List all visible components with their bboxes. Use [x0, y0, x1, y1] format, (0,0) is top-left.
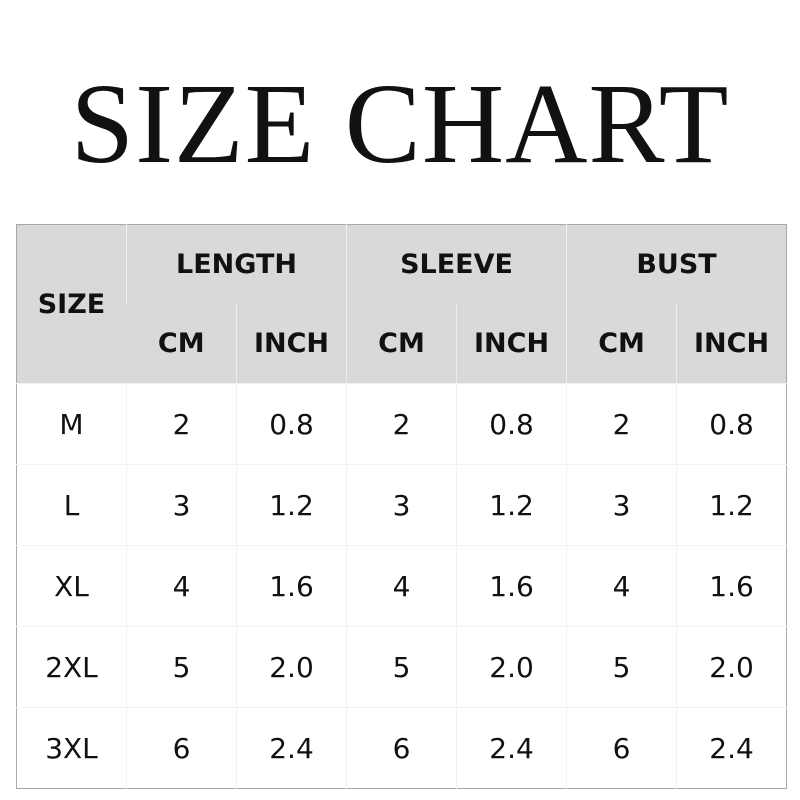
size-cell: M [16, 383, 127, 465]
value-cell: 6 [126, 707, 237, 789]
table-row: M 2 0.8 2 0.8 2 0.8 [16, 383, 787, 465]
size-cell: 2XL [16, 626, 127, 708]
size-cell: XL [16, 545, 127, 627]
value-cell: 2 [126, 383, 237, 465]
unit-header: CM [566, 304, 677, 384]
value-cell: 4 [126, 545, 237, 627]
unit-header: INCH [235, 304, 347, 384]
value-cell: 6 [566, 707, 677, 789]
value-cell: 5 [566, 626, 677, 708]
unit-header: CM [126, 304, 237, 384]
unit-header: INCH [676, 304, 787, 384]
page-title: SIZE CHART [70, 60, 730, 187]
value-cell: 5 [346, 626, 457, 708]
group-header-bust: BUST [566, 224, 787, 304]
group-header-sleeve: SLEEVE [346, 224, 567, 304]
value-cell: 3 [566, 464, 677, 546]
table-row: 3XL 6 2.4 6 2.4 6 2.4 [16, 707, 787, 789]
value-cell: 0.8 [676, 383, 787, 465]
size-cell: L [16, 464, 127, 546]
value-cell: 2 [346, 383, 457, 465]
table-row: L 3 1.2 3 1.2 3 1.2 [16, 464, 787, 546]
value-cell: 1.6 [456, 545, 567, 627]
unit-header: CM [346, 304, 457, 384]
value-cell: 2.0 [456, 626, 567, 708]
value-cell: 3 [346, 464, 457, 546]
value-cell: 3 [126, 464, 237, 546]
header-row-units: CM INCH CM INCH CM INCH [17, 304, 787, 384]
value-cell: 0.8 [456, 383, 567, 465]
value-cell: 1.2 [456, 464, 567, 546]
value-cell: 1.2 [235, 464, 347, 546]
value-cell: 6 [346, 707, 457, 789]
size-header: SIZE [16, 224, 127, 384]
table-row: XL 4 1.6 4 1.6 4 1.6 [16, 545, 787, 627]
size-cell: 3XL [16, 707, 127, 789]
value-cell: 1.2 [676, 464, 787, 546]
unit-header: INCH [456, 304, 567, 384]
value-cell: 2.4 [456, 707, 567, 789]
table-row: 2XL 5 2.0 5 2.0 5 2.0 [16, 626, 787, 708]
value-cell: 4 [346, 545, 457, 627]
value-cell: 2.4 [235, 707, 347, 789]
value-cell: 1.6 [676, 545, 787, 627]
header-row-groups: SIZE LENGTH SLEEVE BUST [16, 224, 787, 384]
value-cell: 1.6 [235, 545, 347, 627]
value-cell: 2.0 [676, 626, 787, 708]
size-chart-table: SIZE LENGTH SLEEVE BUST CM INCH CM INCH … [16, 224, 788, 789]
value-cell: 2.4 [676, 707, 787, 789]
value-cell: 2 [566, 383, 677, 465]
value-cell: 0.8 [235, 383, 347, 465]
value-cell: 4 [566, 545, 677, 627]
value-cell: 2.0 [235, 626, 347, 708]
value-cell: 5 [126, 626, 237, 708]
group-header-length: LENGTH [125, 224, 347, 304]
